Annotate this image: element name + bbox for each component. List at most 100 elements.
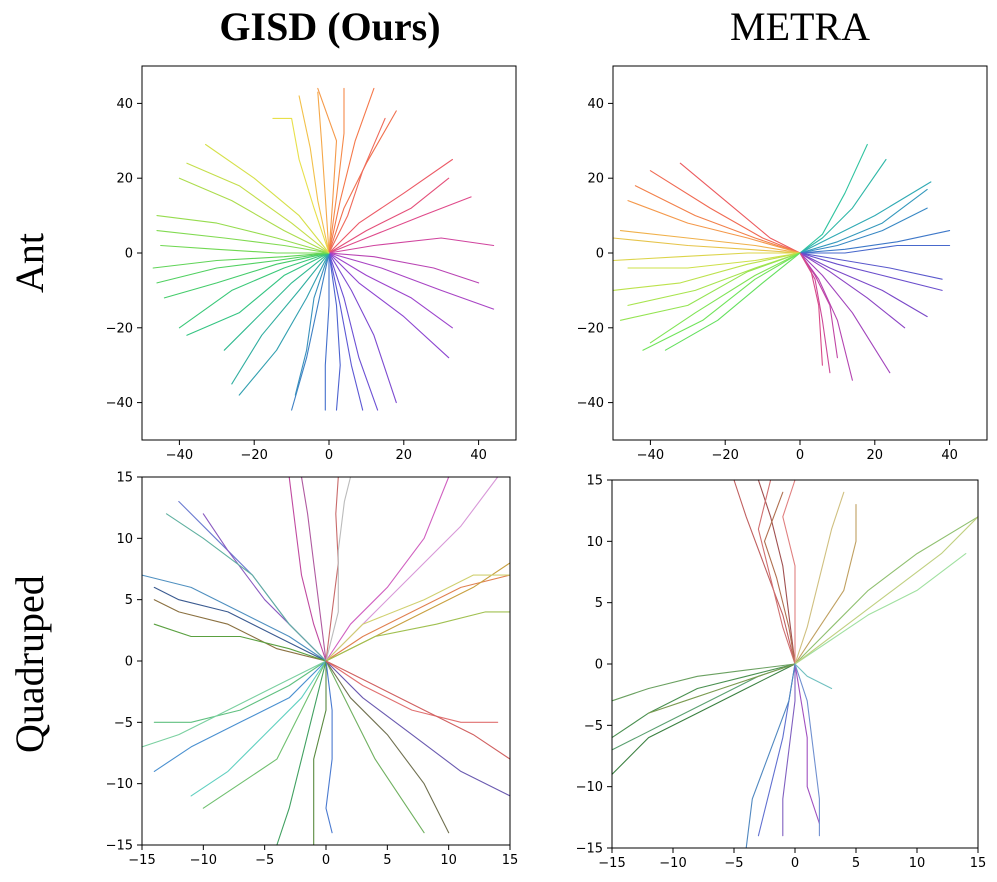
trajectory-line-18 bbox=[328, 252, 364, 411]
trajectory-line-0 bbox=[288, 476, 327, 662]
x-tick-label: −15 bbox=[128, 853, 155, 868]
trajectory-line-6 bbox=[325, 574, 511, 662]
trajectory-line-15 bbox=[757, 663, 796, 837]
x-tick-label: −5 bbox=[255, 853, 274, 868]
trajectory-line-20 bbox=[619, 230, 801, 254]
trajectory-line-13 bbox=[153, 586, 327, 662]
x-tick-label: 10 bbox=[440, 853, 457, 868]
x-tick-label: 0 bbox=[325, 448, 333, 463]
trajectory-line-22 bbox=[294, 252, 330, 396]
x-tick-label: 5 bbox=[383, 853, 391, 868]
trajectory-line-7 bbox=[325, 562, 511, 662]
trajectory-line-2 bbox=[317, 91, 330, 254]
trajectory-line-12 bbox=[328, 252, 480, 284]
trajectories bbox=[152, 87, 495, 411]
x-tick-label: −5 bbox=[724, 856, 743, 871]
y-tick-label: 0 bbox=[125, 247, 133, 262]
trajectory-line-22 bbox=[612, 252, 801, 262]
x-tick-label: 0 bbox=[791, 856, 799, 871]
trajectory-line-6 bbox=[799, 244, 951, 254]
y-tick-label: 10 bbox=[116, 532, 133, 547]
trajectory-line-2 bbox=[799, 181, 932, 254]
trajectory-line-10 bbox=[328, 196, 472, 254]
trajectory-line-25 bbox=[627, 252, 801, 306]
trajectory-line-17 bbox=[328, 252, 379, 411]
trajectory-line-31 bbox=[160, 244, 330, 254]
trajectory-line-19 bbox=[328, 252, 341, 411]
trajectory-line-3 bbox=[325, 476, 352, 662]
trajectory-line-4 bbox=[328, 87, 345, 254]
trajectory-line-19 bbox=[794, 663, 820, 837]
trajectory-line-25 bbox=[325, 660, 425, 834]
trajectory-line-16 bbox=[679, 162, 801, 254]
y-tick-label: 0 bbox=[595, 658, 603, 673]
trajectory-line-9 bbox=[328, 177, 450, 254]
y-tick-label: −40 bbox=[106, 396, 133, 411]
x-tick-label: −40 bbox=[166, 448, 193, 463]
trajectory-line-4 bbox=[325, 476, 450, 662]
trajectory-line-16 bbox=[782, 663, 796, 837]
trajectory-line-0 bbox=[733, 479, 796, 665]
y-tick-label: −40 bbox=[577, 396, 604, 411]
trajectory-line-15 bbox=[799, 252, 823, 366]
trajectory-line-20 bbox=[794, 663, 833, 690]
x-tick-label: 40 bbox=[470, 448, 487, 463]
plot-ant-gisd: −40 −20 0 20 40 −40 −20 0 20 40 bbox=[106, 65, 517, 463]
trajectory-line-11 bbox=[799, 252, 891, 374]
trajectory-line-17 bbox=[649, 170, 801, 254]
x-tick-label: 15 bbox=[502, 853, 519, 868]
trajectory-line-17 bbox=[745, 663, 796, 849]
trajectory-line-0 bbox=[799, 143, 868, 254]
trajectory-line-2 bbox=[325, 476, 339, 662]
trajectory-line-28 bbox=[642, 252, 801, 351]
trajectory-line-7 bbox=[328, 117, 386, 254]
trajectory-line-1 bbox=[300, 476, 327, 662]
plot-quadruped-gisd: −15 −10 −5 0 5 10 15 −15 −10 −5 0 5 10 15 bbox=[106, 471, 519, 869]
trajectory-line-30 bbox=[152, 252, 330, 269]
trajectory-line-8 bbox=[799, 252, 943, 291]
trajectory-line-9 bbox=[325, 611, 511, 662]
row-label-quadruped: Quadruped bbox=[7, 575, 52, 753]
trajectory-line-5 bbox=[799, 230, 951, 254]
column-title-metra: METRA bbox=[730, 4, 870, 49]
y-tick-label: −5 bbox=[114, 716, 133, 731]
trajectory-line-26 bbox=[619, 252, 801, 321]
y-tick-label: −15 bbox=[576, 842, 603, 857]
trajectory-line-15 bbox=[328, 252, 450, 359]
y-tick-label: 10 bbox=[586, 535, 603, 550]
trajectory-line-35 bbox=[186, 162, 330, 254]
trajectory-line-5 bbox=[794, 491, 845, 665]
x-tick-label: 10 bbox=[909, 856, 926, 871]
trajectory-line-6 bbox=[328, 110, 397, 254]
trajectory-line-6 bbox=[794, 503, 857, 665]
trajectories bbox=[612, 143, 951, 381]
trajectory-line-14 bbox=[799, 252, 831, 374]
trajectory-line-18 bbox=[634, 185, 801, 254]
trajectory-line-4 bbox=[782, 479, 796, 665]
trajectory-line-17 bbox=[153, 660, 327, 723]
trajectory-line-26 bbox=[186, 252, 330, 336]
trajectory-line-15 bbox=[153, 623, 327, 662]
trajectory-line-8 bbox=[325, 574, 511, 662]
x-tick-label: −15 bbox=[598, 856, 625, 871]
trajectory-line-33 bbox=[156, 215, 330, 254]
y-tick-label: −20 bbox=[577, 321, 604, 336]
trajectory-line-24 bbox=[612, 252, 801, 291]
trajectory-line-13 bbox=[611, 663, 796, 775]
trajectory-line-28 bbox=[325, 660, 499, 723]
trajectory-line-10 bbox=[611, 663, 796, 702]
trajectory-line-24 bbox=[325, 660, 333, 834]
trajectories bbox=[611, 479, 979, 849]
trajectory-line-12 bbox=[611, 663, 796, 751]
y-tick-label: −5 bbox=[584, 719, 603, 734]
x-tick-label: −10 bbox=[659, 856, 686, 871]
trajectory-line-1 bbox=[799, 158, 887, 254]
trajectory-line-18 bbox=[141, 660, 327, 748]
trajectory-line-3 bbox=[763, 491, 796, 665]
x-tick-label: 0 bbox=[796, 448, 804, 463]
y-tick-label: 20 bbox=[587, 172, 604, 187]
trajectory-line-32 bbox=[156, 230, 330, 254]
trajectory-line-14 bbox=[153, 599, 327, 662]
trajectory-line-10 bbox=[178, 500, 327, 662]
trajectory-line-12 bbox=[141, 574, 327, 662]
